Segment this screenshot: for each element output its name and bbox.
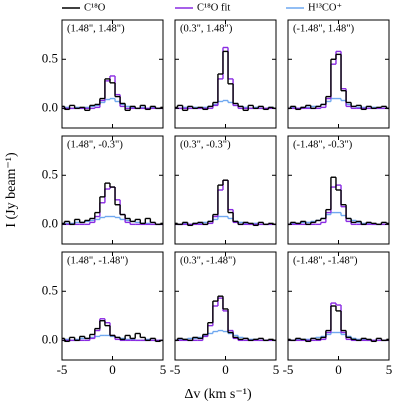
panel-frame: [61, 135, 164, 245]
legend-label: H¹³CO⁺: [308, 2, 342, 13]
panel-title: (-1.48", -0.3"): [293, 139, 353, 150]
x-tick-label: 5: [273, 362, 280, 377]
legend-label: C¹⁸O: [84, 2, 106, 13]
panel-frame: [61, 251, 164, 361]
y-tick-label: 0.5: [42, 282, 58, 297]
x-tick-label: -5: [170, 362, 181, 377]
y-tick-label: 0.5: [42, 50, 58, 65]
x-tick-label: 0: [335, 362, 342, 377]
panel-title: (1.48", 1.48"): [67, 23, 125, 34]
x-tick-label: 5: [386, 362, 393, 377]
panel-frame: [287, 19, 390, 129]
x-axis-label: Δv (km s⁻¹): [184, 387, 252, 402]
panel-frame: [61, 19, 164, 129]
x-tick-label: 0: [222, 362, 229, 377]
x-tick-label: 0: [109, 362, 116, 377]
panel-title: (0.3", 1.48"): [180, 23, 233, 34]
panel-frame: [287, 251, 390, 361]
x-tick-label: 5: [160, 362, 167, 377]
legend-label: C¹⁸O fit: [197, 2, 230, 13]
y-tick-label: 0.5: [42, 166, 58, 181]
panel-frame: [174, 251, 277, 361]
panel-title: (0.3", -1.48"): [180, 255, 236, 266]
panel-title: (-1.48", -1.48"): [293, 255, 358, 266]
panel-frame: [174, 19, 277, 129]
y-axis-label: I (Jy beam⁻¹): [4, 152, 19, 228]
panel-title: (0.3", -0.3"): [180, 139, 231, 150]
x-tick-label: -5: [283, 362, 294, 377]
x-tick-label: -5: [57, 362, 68, 377]
panel-title: (1.48", -1.48"): [67, 255, 129, 266]
panel-title: (1.48", -0.3"): [67, 139, 123, 150]
y-tick-label: 0.0: [42, 331, 58, 346]
panel-title: (-1.48", 1.48"): [293, 23, 355, 34]
panel-frame: [174, 135, 277, 245]
y-tick-label: 0.0: [42, 215, 58, 230]
y-tick-label: 0.0: [42, 99, 58, 114]
